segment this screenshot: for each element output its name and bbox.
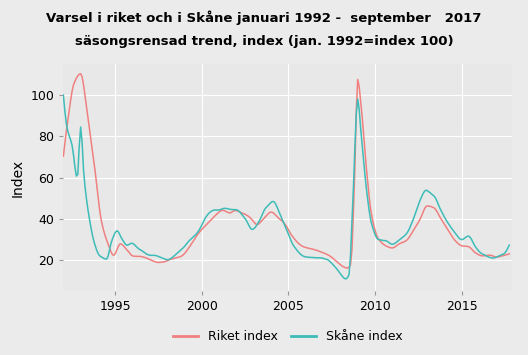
Y-axis label: Index: Index bbox=[11, 158, 25, 197]
Text: säsongsrensad trend, index (jan. 1992=index 100): säsongsrensad trend, index (jan. 1992=in… bbox=[74, 36, 454, 49]
Legend: Riket index, Skåne index: Riket index, Skåne index bbox=[168, 326, 407, 349]
Text: Varsel i riket och i Skåne januari 1992 -  september   2017: Varsel i riket och i Skåne januari 1992 … bbox=[46, 11, 482, 25]
